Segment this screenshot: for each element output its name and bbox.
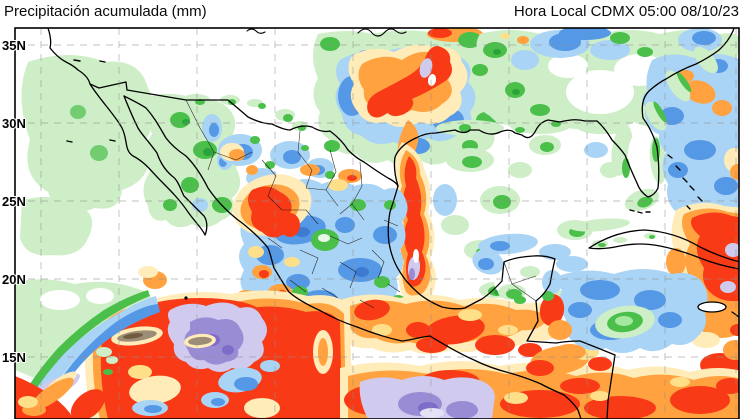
itcz-bottom-band [340, 344, 739, 419]
gulf-coast-florida-rain [436, 118, 667, 212]
map-title: Precipitación acumulada (mm) [4, 3, 207, 20]
lat-label-20n: 20N [2, 272, 26, 287]
northwest-mexico-rain [143, 93, 241, 228]
lat-label-25n: 25N [2, 194, 26, 209]
texas-storm-band [313, 28, 504, 184]
atlantic-southeast-rain [645, 46, 739, 137]
pacific-northwest-rain [20, 55, 155, 256]
island-specks [66, 59, 703, 214]
map-frame [14, 27, 740, 419]
map-timestamp: Hora Local CDMX 05:00 08/10/23 [513, 3, 739, 20]
coastlines [47, 28, 739, 419]
lat-label-15n: 15N [2, 350, 26, 365]
lat-label-35n: 35N [2, 38, 26, 53]
veracruz-red-band [394, 142, 436, 307]
lat-label-30n: 30N [2, 116, 26, 131]
map-header: Precipitación acumulada (mm) Hora Local … [0, 1, 745, 23]
lat-lon-grid [15, 28, 739, 419]
state-borders [185, 99, 537, 309]
caribbean-rain [539, 256, 708, 360]
gulf-of-mexico-rain [433, 135, 630, 260]
latitude-labels: 35N 30N 25N 20N 15N [1, 37, 27, 366]
pacific-arc-bands [15, 266, 167, 419]
